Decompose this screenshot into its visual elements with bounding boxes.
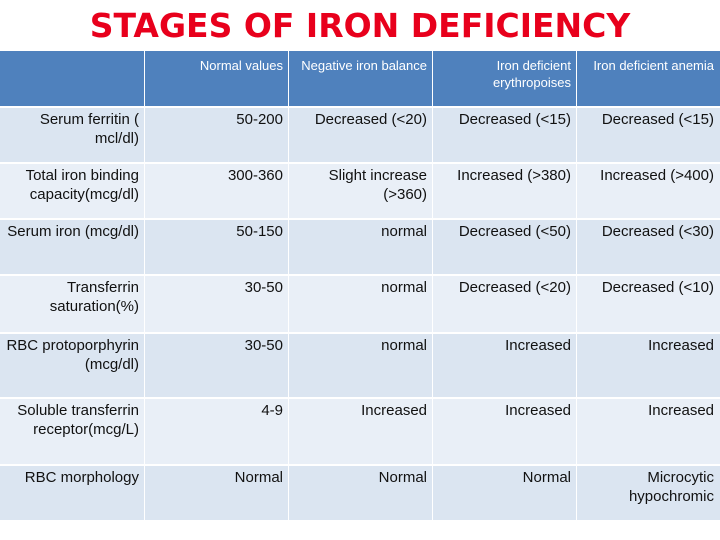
header-cell: Negative iron balance bbox=[289, 51, 433, 107]
table-cell: Decreased (<50) bbox=[433, 219, 577, 275]
table-cell: Decreased (<30) bbox=[577, 219, 720, 275]
table-cell: Slight increase (>360) bbox=[289, 163, 433, 219]
table-cell: Increased bbox=[577, 398, 720, 465]
row-divider bbox=[0, 332, 720, 334]
table-cell: normal bbox=[289, 333, 433, 398]
column-divider bbox=[144, 51, 145, 520]
column-divider bbox=[288, 51, 289, 520]
row-label: Serum ferritin ( mcl/dl) bbox=[0, 107, 145, 163]
iron-deficiency-table: Normal values Negative iron balance Iron d… bbox=[0, 51, 720, 520]
table-cell: 30-50 bbox=[145, 275, 289, 333]
table-cell: Increased bbox=[289, 398, 433, 465]
column-divider bbox=[432, 51, 433, 520]
row-label: Serum iron (mcg/dl) bbox=[0, 219, 145, 275]
table-cell: Normal bbox=[433, 465, 577, 520]
header-corner-cell bbox=[0, 51, 145, 107]
row-divider bbox=[0, 162, 720, 164]
table-cell: 50-200 bbox=[145, 107, 289, 163]
row-divider bbox=[0, 218, 720, 220]
table-cell: Increased bbox=[433, 333, 577, 398]
table-cell: Decreased (<15) bbox=[577, 107, 720, 163]
table-cell: 30-50 bbox=[145, 333, 289, 398]
row-label: Soluble transferrin receptor(mcg/L) bbox=[0, 398, 145, 465]
table-cell: 300-360 bbox=[145, 163, 289, 219]
table-cell: Microcytic hypochromic bbox=[577, 465, 720, 520]
table-cell: normal bbox=[289, 275, 433, 333]
row-label: Total iron binding capacity(mcg/dl) bbox=[0, 163, 145, 219]
row-divider bbox=[0, 106, 720, 108]
row-divider bbox=[0, 274, 720, 276]
table-cell: 50-150 bbox=[145, 219, 289, 275]
table-cell: Increased (>380) bbox=[433, 163, 577, 219]
row-label: Transferrin saturation(%) bbox=[0, 275, 145, 333]
column-divider bbox=[576, 51, 577, 520]
table-cell: Normal bbox=[289, 465, 433, 520]
table-cell: normal bbox=[289, 219, 433, 275]
table-cell: Increased bbox=[433, 398, 577, 465]
table-cell: Increased bbox=[577, 333, 720, 398]
page-title: STAGES OF IRON DEFICIENCY bbox=[89, 6, 631, 45]
table-cell: Decreased (<20) bbox=[433, 275, 577, 333]
row-divider bbox=[0, 464, 720, 466]
row-label: RBC morphology bbox=[0, 465, 145, 520]
table-cell: Increased (>400) bbox=[577, 163, 720, 219]
table-cell: 4-9 bbox=[145, 398, 289, 465]
table-cell: Decreased (<15) bbox=[433, 107, 577, 163]
header-cell: Normal values bbox=[145, 51, 289, 107]
row-label: RBC protoporphyrin (mcg/dl) bbox=[0, 333, 145, 398]
header-cell: Iron deficient anemia bbox=[577, 51, 720, 107]
table-cell: Decreased (<20) bbox=[289, 107, 433, 163]
header-cell: Iron deficient erythropoises bbox=[433, 51, 577, 107]
table-cell: Decreased (<10) bbox=[577, 275, 720, 333]
table-cell: Normal bbox=[145, 465, 289, 520]
row-divider bbox=[0, 397, 720, 399]
